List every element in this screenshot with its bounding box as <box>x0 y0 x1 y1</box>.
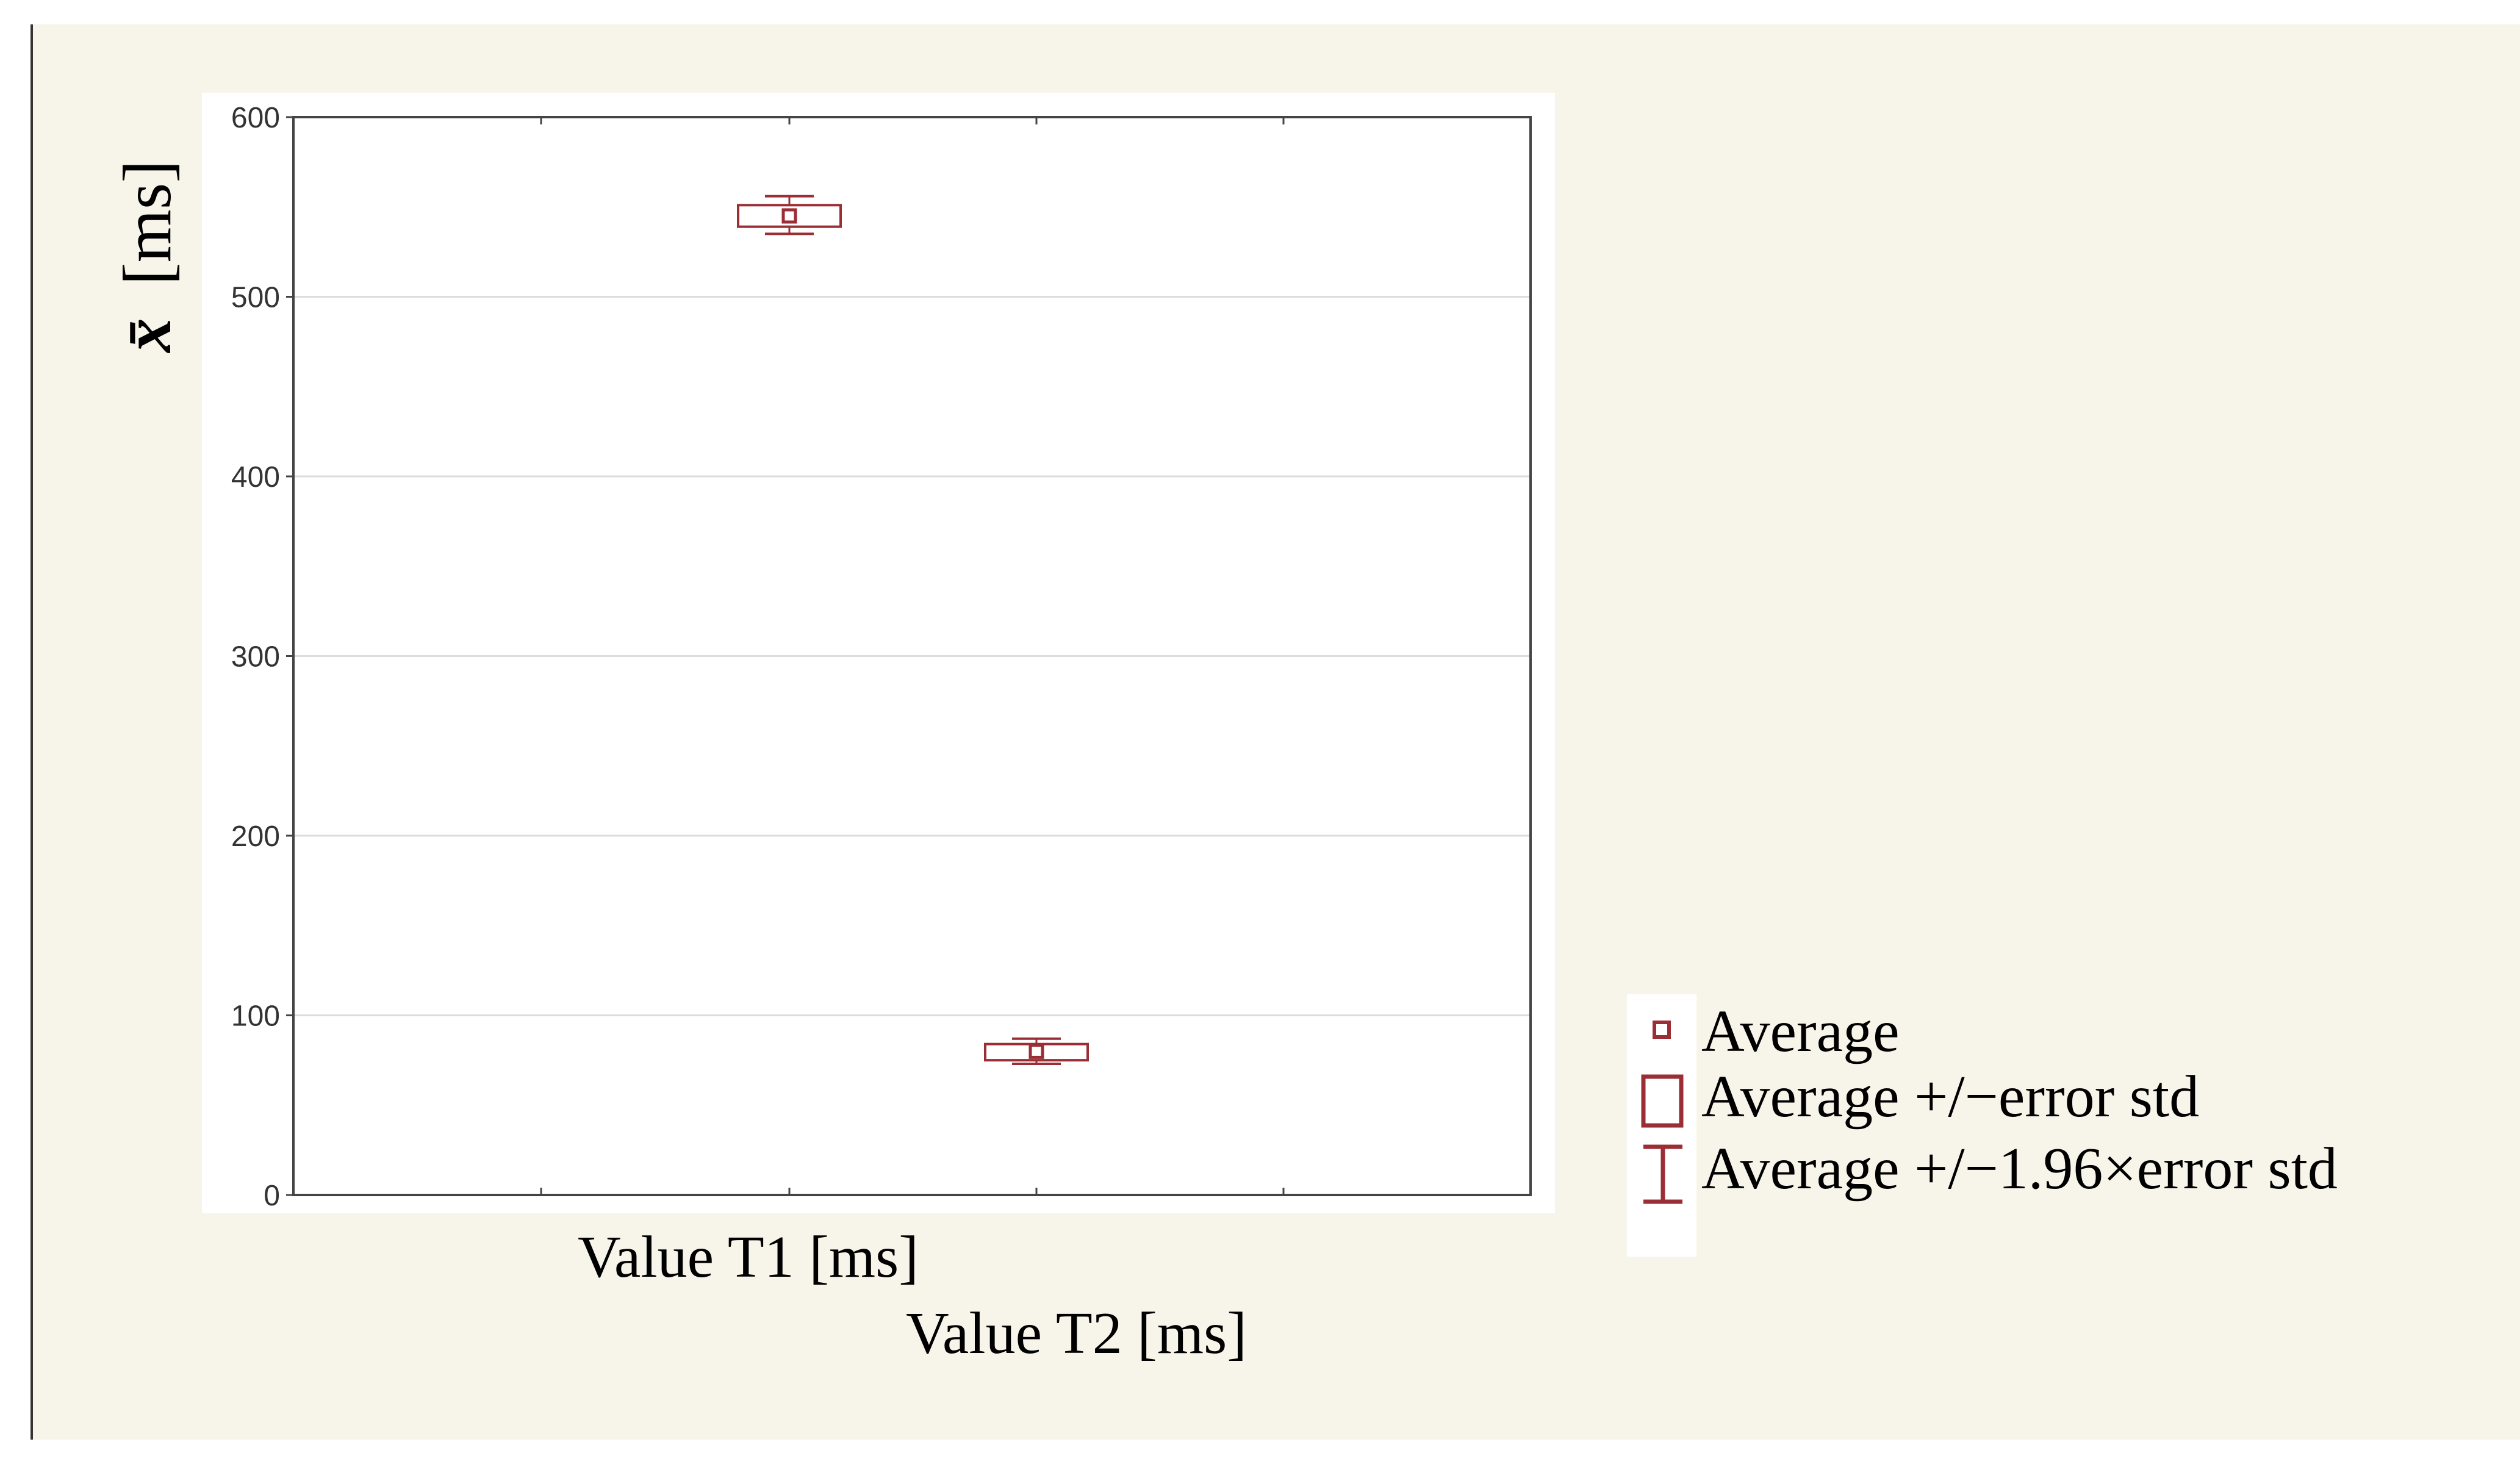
y-axis-symbol: x̄ <box>110 318 185 354</box>
y-tick-label: 100 <box>231 1000 280 1033</box>
plot-background <box>202 93 1555 1213</box>
figure-panel: 0 100 200 300 400 500 600 x̄ [ms] Average Avera… <box>31 24 2520 1440</box>
y-tick-label: 0 <box>264 1180 280 1212</box>
y-tick-label: 600 <box>231 102 280 134</box>
y-tick-label: 200 <box>231 820 280 853</box>
box-1 <box>737 195 842 235</box>
legend-label: Average +/−error std <box>1701 1064 2199 1130</box>
y-axis-label: x̄ [ms] <box>110 160 185 353</box>
grid-lines <box>293 296 1531 1016</box>
legend-swatch-error-std <box>1641 1074 1684 1128</box>
y-tick-label: 400 <box>231 461 280 493</box>
y-tick-labels: 0 100 200 300 400 500 600 <box>231 102 1285 1212</box>
x-category-label-t2: Value T2 [ms] <box>906 1301 1247 1366</box>
y-tick-label: 500 <box>231 282 280 314</box>
y-axis-unit: [ms] <box>110 160 185 285</box>
chart-marks <box>737 195 1089 1066</box>
legend-label: Average <box>1701 999 1900 1064</box>
legend-swatch-average <box>1653 1021 1671 1039</box>
mean-marker <box>781 208 797 224</box>
mean-marker <box>1028 1043 1044 1059</box>
x-category-label-t1: Value T1 [ms] <box>578 1224 919 1290</box>
legend-label: Average +/−1.96×error std <box>1701 1136 2338 1202</box>
y-tick-label: 300 <box>231 641 280 673</box>
box-error-std <box>737 204 842 228</box>
svg-text:x̄ [ms]: x̄ [ms] <box>110 160 185 353</box>
box-2 <box>984 1037 1089 1066</box>
